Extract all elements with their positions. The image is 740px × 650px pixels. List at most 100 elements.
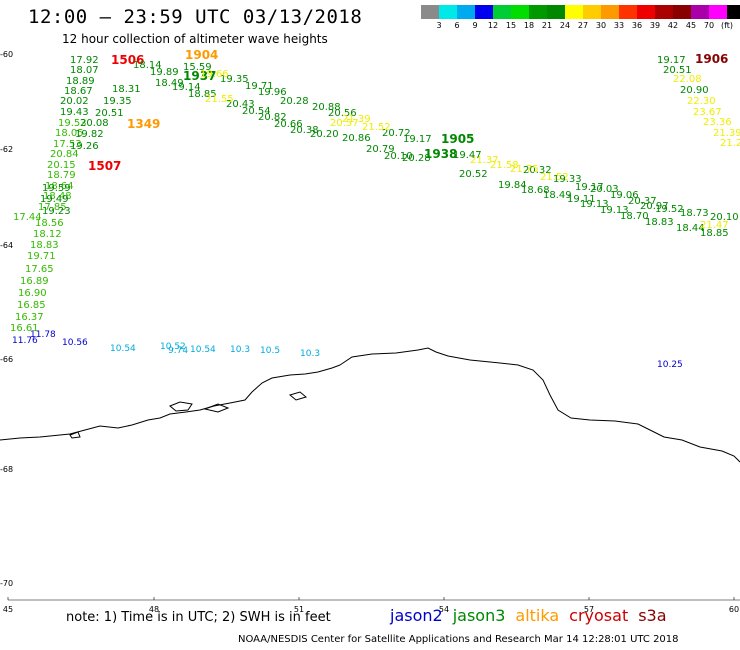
color-swatch xyxy=(547,5,565,19)
lon-tick-group: 45 48 51 54 57 60 xyxy=(3,597,739,614)
island-4 xyxy=(69,431,81,439)
color-label: 9 xyxy=(472,21,478,30)
color-scale-swatches xyxy=(421,5,740,19)
swh-value-label: 20.15 xyxy=(47,160,76,171)
satellite-legend-item: s3a xyxy=(638,606,667,625)
swh-value-label: 20.79 xyxy=(366,144,395,155)
color-label: 42 xyxy=(667,21,679,30)
color-unit-label: (ft) xyxy=(720,21,734,30)
color-scale-labels: 3 6 9 12 15 18 21 24 27 30 33 36 39 42 45 70 (ft) xyxy=(421,21,740,30)
swh-value-label: 19.43 xyxy=(60,107,89,118)
swh-value-label: 19.89 xyxy=(150,67,179,78)
swh-value-label: 18.85 xyxy=(188,89,217,100)
swh-value-label: 10.5 xyxy=(260,346,280,356)
swh-value-label: 19.52 xyxy=(655,204,684,215)
swh-value-label: 19.59 xyxy=(42,183,71,194)
swh-value-label: 19.26 xyxy=(70,141,99,152)
color-scale-legend: 3 6 9 12 15 18 21 24 27 30 33 36 39 42 45 70 (ft) xyxy=(421,5,740,30)
track-time-label: 1507 xyxy=(88,159,121,173)
satellite-legend: jason2 jason3 altika cryosat s3a xyxy=(390,606,677,625)
island-3 xyxy=(288,391,308,401)
swh-value-label: 19.23 xyxy=(42,206,71,217)
swh-value-label: 19.17 xyxy=(657,55,686,66)
color-label: 3 xyxy=(436,21,442,30)
color-label: 30 xyxy=(595,21,607,30)
swh-value-label: 18.14 xyxy=(133,60,162,71)
swh-value-label: 18.44 xyxy=(676,223,705,234)
lon-tick-label: 54 xyxy=(439,605,449,614)
swh-value-label: 19.13 xyxy=(600,205,629,216)
swh-value-label: 19.35 xyxy=(103,96,132,107)
color-label: 6 xyxy=(454,21,460,30)
swh-value-label: 17.65 xyxy=(25,264,54,275)
swh-value-label: 18.49 xyxy=(543,190,572,201)
swh-value-label: 19.11 xyxy=(567,194,596,205)
swh-value-label: 19.66 xyxy=(200,69,229,80)
coastline xyxy=(0,347,740,463)
color-swatch xyxy=(691,5,709,19)
swh-value-label: 20.28 xyxy=(280,96,309,107)
swh-value-label: 10.56 xyxy=(62,338,88,348)
color-label: 70 xyxy=(703,21,715,30)
lat-tick-label: -60 xyxy=(0,50,13,59)
color-label: 18 xyxy=(523,21,535,30)
swh-value-label: 18.70 xyxy=(620,211,649,222)
swh-value-label: 18.31 xyxy=(112,84,141,95)
swh-value-label: 10.3 xyxy=(230,345,250,355)
swh-value-label: 16.37 xyxy=(15,312,44,323)
color-swatch xyxy=(655,5,673,19)
swh-value-label: 20.90 xyxy=(680,85,709,96)
swh-value-label: 19.13 xyxy=(580,199,609,210)
swh-value-label: 20.10 xyxy=(384,151,413,162)
swh-value-label: 11.78 xyxy=(30,330,56,340)
swh-value-label: 19.84 xyxy=(498,180,527,191)
track-time-label: 1506 xyxy=(111,53,144,67)
swh-value-label: 19.49 xyxy=(40,194,69,205)
swh-value-label: 21.24 xyxy=(720,138,740,149)
color-swatch xyxy=(565,5,583,19)
color-label: 12 xyxy=(487,21,499,30)
swh-value-label: 16.89 xyxy=(20,276,49,287)
color-swatch xyxy=(583,5,601,19)
swh-value-label: 18.56 xyxy=(35,218,64,229)
swh-value-label: 9.74 xyxy=(168,346,188,356)
swh-value-label: 19.96 xyxy=(258,87,287,98)
swh-value-label: 20.37 xyxy=(628,196,657,207)
satellite-legend-item: altika xyxy=(515,606,560,625)
swh-value-label: 19.71 xyxy=(245,81,274,92)
swh-value-label: 20.38 xyxy=(290,125,319,136)
lat-tick-label: -68 xyxy=(0,465,13,474)
swh-value-label: 16.85 xyxy=(17,300,46,311)
swh-value-label: 16.90 xyxy=(18,288,47,299)
color-swatch xyxy=(727,5,740,19)
swh-value-label: 19.82 xyxy=(75,129,104,140)
color-label: 27 xyxy=(577,21,589,30)
swh-value-label: 20.43 xyxy=(226,99,255,110)
antarctic-coastline xyxy=(339,347,740,463)
swh-value-label: 20.52 xyxy=(459,169,488,180)
lat-tick-label: -62 xyxy=(0,145,13,154)
swh-value-label: 19.17 xyxy=(575,182,604,193)
swh-value-label: 23.36 xyxy=(703,117,732,128)
satellite-legend-item: jason2 xyxy=(390,606,443,625)
swh-value-label: 18.83 xyxy=(30,240,59,251)
lon-tick-label: 48 xyxy=(149,605,159,614)
lat-tick-group: -60 -62 -64 -66 -68 -70 xyxy=(0,50,13,588)
swh-value-label: 17.53 xyxy=(53,139,82,150)
swh-value-label: 18.49 xyxy=(155,78,184,89)
swh-value-label: 23.67 xyxy=(693,107,722,118)
swh-value-label: 10.52 xyxy=(160,342,186,352)
color-swatch xyxy=(511,5,529,19)
lon-tick-label: 60 xyxy=(729,605,739,614)
swh-value-label: 20.10 xyxy=(710,212,739,223)
color-swatch xyxy=(457,5,475,19)
swh-value-label: 18.83 xyxy=(645,217,674,228)
color-swatch xyxy=(601,5,619,19)
track-time-label: 1938 xyxy=(424,147,457,161)
swh-value-label: 20.08 xyxy=(80,118,109,129)
color-swatch xyxy=(421,5,439,19)
swh-value-label: 15.59 xyxy=(183,62,212,73)
swh-value-label: 20.86 xyxy=(342,133,371,144)
color-label: 15 xyxy=(505,21,517,30)
swh-value-label: 10.25 xyxy=(657,360,683,370)
